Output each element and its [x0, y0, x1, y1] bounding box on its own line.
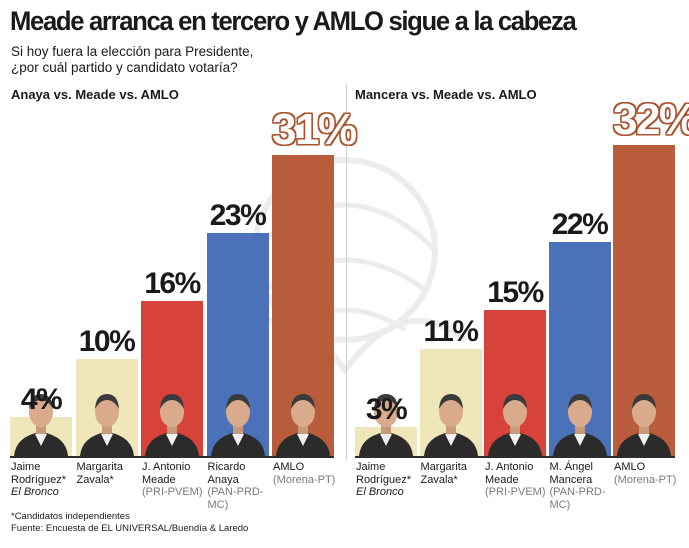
question-line-1: Si hoy fuera la elección para Presidente… — [11, 44, 254, 59]
candidate-photo — [355, 384, 417, 456]
category-label-p1: (Morena-PT) — [614, 473, 677, 486]
category-label-n2: Meade — [485, 473, 519, 486]
candidate-photo — [10, 384, 72, 456]
bar-mancera — [548, 242, 611, 456]
category-label-p1: (PRI-PVEM) — [485, 486, 546, 498]
value-label: 15% — [487, 276, 544, 310]
category-label: Jaime Rodríguez* El Bronco — [11, 461, 77, 499]
category-label: AMLO (Morena-PT) — [614, 461, 680, 486]
bar-zavala — [75, 358, 138, 456]
category-label-p2: MC) — [207, 498, 229, 511]
value-label: 11% — [423, 315, 479, 349]
category-label: Ricardo Anaya (PAN-PRD- MC) — [208, 461, 274, 511]
panel-divider — [346, 84, 347, 460]
candidate-photo — [484, 384, 546, 456]
footnote: *Candidatos independientes Fuente: Encue… — [11, 511, 248, 534]
category-label-it: El Bronco — [356, 486, 404, 498]
category-label-n1: AMLO — [614, 461, 646, 473]
bar-bronco — [355, 393, 417, 456]
chart-baseline — [355, 456, 675, 458]
chart-title: Meade arranca en tercero y AMLO sigue a … — [10, 6, 577, 36]
category-label-p1: (PAN-PRD- — [549, 486, 606, 498]
candidate-photo — [613, 384, 675, 456]
bar-zavala — [419, 349, 482, 456]
value-label: 22% — [551, 208, 609, 242]
category-label-p1: (PAN-PRD- — [207, 486, 264, 498]
category-label: M. Ángel Mancera (PAN-PRD- MC) — [550, 461, 616, 511]
candidate-photo — [549, 384, 611, 456]
value-label: 10% — [78, 324, 136, 358]
category-label: J. Antonio Meade (PRI-PVEM) — [142, 461, 208, 499]
category-label: AMLO (Morena-PT) — [273, 461, 339, 486]
bar-anaya — [206, 232, 269, 456]
bar-bronco — [10, 393, 72, 456]
panel-title-right: Mancera vs. Meade vs. AMLO — [355, 87, 537, 102]
value-label: 23% — [209, 198, 267, 232]
category-label-n2: Meade — [142, 473, 176, 486]
category-label-n2: Zavala* — [76, 473, 114, 486]
category-label-n1: J. Antonio — [485, 461, 534, 473]
category-label-n1: Margarita — [76, 461, 123, 473]
category-label: J. Antonio Meade (PRI-PVEM) — [485, 461, 551, 499]
chart-baseline — [10, 456, 334, 458]
category-label: Jaime Rodríguez* El Bronco — [356, 461, 422, 499]
candidate-photo — [141, 384, 203, 456]
category-label-it: El Bronco — [11, 486, 59, 498]
category-label-n2: Mancera — [549, 473, 593, 486]
category-label-n2: Zavala* — [420, 473, 458, 486]
category-label-n2: Anaya — [207, 473, 239, 486]
category-label-n1: Margarita — [420, 461, 467, 473]
category-label-n1: AMLO — [273, 461, 305, 473]
category-label-n2: Rodríguez* — [11, 473, 67, 486]
survey-question: Si hoy fuera la elección para Presidente… — [11, 44, 311, 76]
category-label-p1: (PRI-PVEM) — [142, 486, 203, 498]
candidate-photo — [76, 384, 138, 456]
category-label-n1: Jaime — [356, 461, 386, 473]
footnote-independents: *Candidatos independientes — [11, 511, 130, 522]
bar-meade — [141, 300, 203, 456]
question-line-2: ¿por cuál partido y candidato votaría? — [11, 60, 238, 75]
panel-title-left: Anaya vs. Meade vs. AMLO — [11, 87, 179, 102]
value-label: 16% — [144, 266, 201, 300]
bar-amlo — [613, 145, 675, 456]
category-label-n1: M. Ángel — [549, 461, 593, 473]
value-label: 4% — [20, 383, 63, 417]
value-label: 3% — [365, 392, 408, 426]
category-label-n2: Rodríguez* — [356, 473, 412, 486]
value-label: 31% — [272, 104, 357, 154]
category-label: Margarita Zavala* — [77, 461, 143, 486]
value-label: 32% — [613, 95, 689, 145]
bar-meade — [484, 310, 546, 456]
category-label-n1: J. Antonio — [142, 461, 191, 473]
category-label-p2: MC) — [549, 498, 571, 511]
candidate-photo — [272, 384, 334, 456]
candidate-photo — [420, 384, 482, 456]
category-label-n1: Jaime — [11, 461, 41, 473]
category-label-n1: Ricardo — [207, 461, 246, 473]
bar-amlo — [272, 154, 334, 456]
candidate-photo — [207, 384, 269, 456]
category-label-p1: (Morena-PT) — [273, 473, 336, 486]
category-label: Margarita Zavala* — [421, 461, 487, 486]
footnote-source: Fuente: Encuesta de EL UNIVERSAL/Buendía… — [11, 522, 249, 534]
